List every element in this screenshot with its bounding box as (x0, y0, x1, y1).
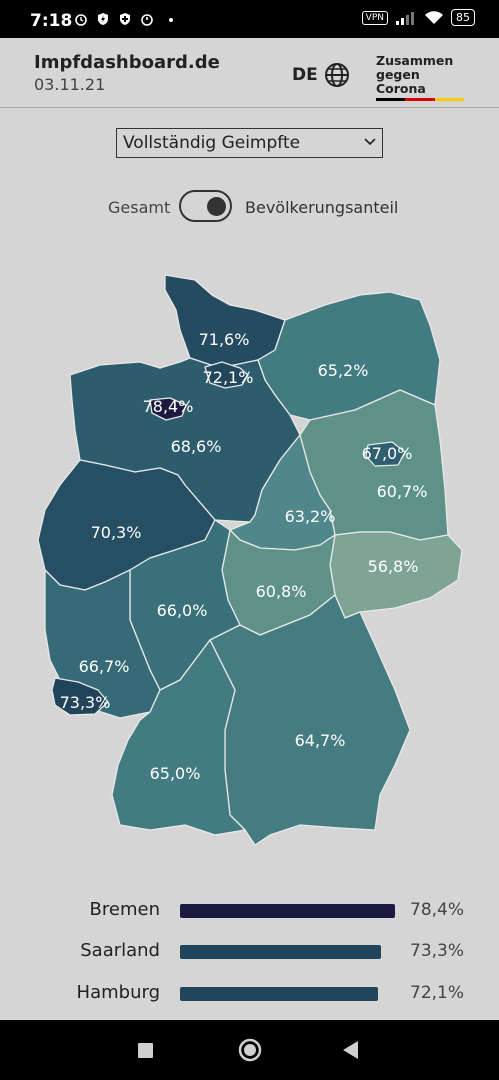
metric-select-value: Vollständig Geimpfte (123, 133, 301, 153)
ranking-value: 72,1% (410, 983, 465, 1003)
label-nordrhein-westfalen: 70,3% (91, 523, 142, 542)
ranking-row: Saarland 73,3% (0, 936, 499, 966)
report-date: 03.11.21 (34, 75, 106, 94)
ranking-row: Bremen 78,4% (0, 895, 499, 925)
app-header: Impfdashboard.de 03.11.21 DE Zusammen ge… (0, 38, 499, 108)
flag-gold (434, 98, 464, 101)
toggle-knob (207, 197, 226, 216)
vpn-badge: VPN (361, 10, 388, 25)
home-button[interactable] (238, 1038, 262, 1062)
mode-toggle-switch[interactable] (179, 190, 232, 222)
ranking-value: 73,3% (410, 941, 465, 961)
metric-select[interactable]: Vollständig Geimpfte (116, 128, 383, 158)
label-rheinland-pfalz: 66,7% (79, 657, 130, 676)
wifi-icon (425, 10, 443, 24)
label-thueringen: 60,8% (256, 582, 307, 601)
flag-stripe (376, 98, 464, 101)
alarm-icon (75, 14, 87, 26)
shield-icon (120, 13, 130, 25)
label-niedersachsen: 68,6% (171, 437, 222, 456)
chevron-down-icon (364, 138, 376, 146)
zusammen-gegen-corona-logo[interactable]: Zusammen gegen Corona (376, 54, 468, 101)
region-saarland[interactable] (51, 677, 109, 716)
dot-icon (169, 18, 173, 22)
site-title[interactable]: Impfdashboard.de (34, 52, 220, 73)
label-hamburg: 72,1% (203, 368, 254, 387)
timer-icon (141, 14, 153, 26)
shield-bolt-icon (98, 13, 108, 25)
label-schleswig-holstein: 71,6% (199, 330, 250, 349)
label-hessen: 66,0% (157, 601, 208, 620)
region-hamburg[interactable] (204, 361, 249, 389)
ranking-state-name: Hamburg (76, 982, 160, 1003)
ranking-bar-track (180, 945, 395, 959)
germany-map: 71,6% 72,1% 78,4% 65,2% 68,6% 67,0% 60,7… (37, 274, 463, 846)
region-baden-wuerttemberg[interactable] (111, 639, 246, 836)
back-button[interactable] (343, 1041, 359, 1059)
language-switcher[interactable]: DE (292, 62, 350, 88)
logo-line-1: Zusammen (376, 53, 454, 68)
label-brandenburg: 60,7% (377, 482, 428, 501)
status-time: 7:18 (30, 11, 73, 31)
label-berlin: 67,0% (362, 444, 413, 463)
label-sachsen: 56,8% (368, 557, 419, 576)
language-label: DE (292, 65, 318, 85)
ranking-bar (180, 945, 381, 959)
toggle-label-total[interactable]: Gesamt (108, 198, 171, 217)
ranking-state-name: Bremen (89, 899, 160, 920)
ranking-bar-track (180, 904, 395, 918)
label-mecklenburg-vorpommern: 65,2% (318, 361, 369, 380)
region-bayern[interactable] (209, 594, 411, 846)
battery-indicator: 85 (451, 9, 475, 26)
ranking-value: 78,4% (410, 900, 465, 920)
region-bremen[interactable] (149, 397, 187, 421)
flag-black (376, 98, 406, 101)
system-nav-bar (0, 1020, 499, 1080)
ranking-bar (180, 904, 395, 918)
status-bar: 7:18 VPN 85 (0, 0, 499, 38)
label-saarland: 73,3% (60, 693, 111, 712)
ranking-bar-track (180, 987, 395, 1001)
toggle-label-share[interactable]: Bevölkerungsanteil (245, 198, 399, 217)
label-sachsen-anhalt: 63,2% (285, 507, 336, 526)
recents-button[interactable] (138, 1043, 153, 1058)
ranking-state-name: Saarland (80, 940, 160, 961)
ranking-bar (180, 987, 378, 1001)
ranking-row: Hamburg 72,1% (0, 978, 499, 1008)
globe-icon (324, 63, 349, 87)
label-baden-wuerttemberg: 65,0% (150, 764, 201, 783)
flag-red (405, 98, 435, 101)
logo-line-2: gegen Corona (376, 67, 426, 96)
mode-toggle-row: Gesamt Bevölkerungsanteil (0, 190, 499, 224)
signal-icon (396, 11, 414, 25)
label-bayern: 64,7% (295, 731, 346, 750)
region-berlin[interactable] (365, 441, 406, 467)
label-bremen: 78,4% (143, 397, 194, 416)
